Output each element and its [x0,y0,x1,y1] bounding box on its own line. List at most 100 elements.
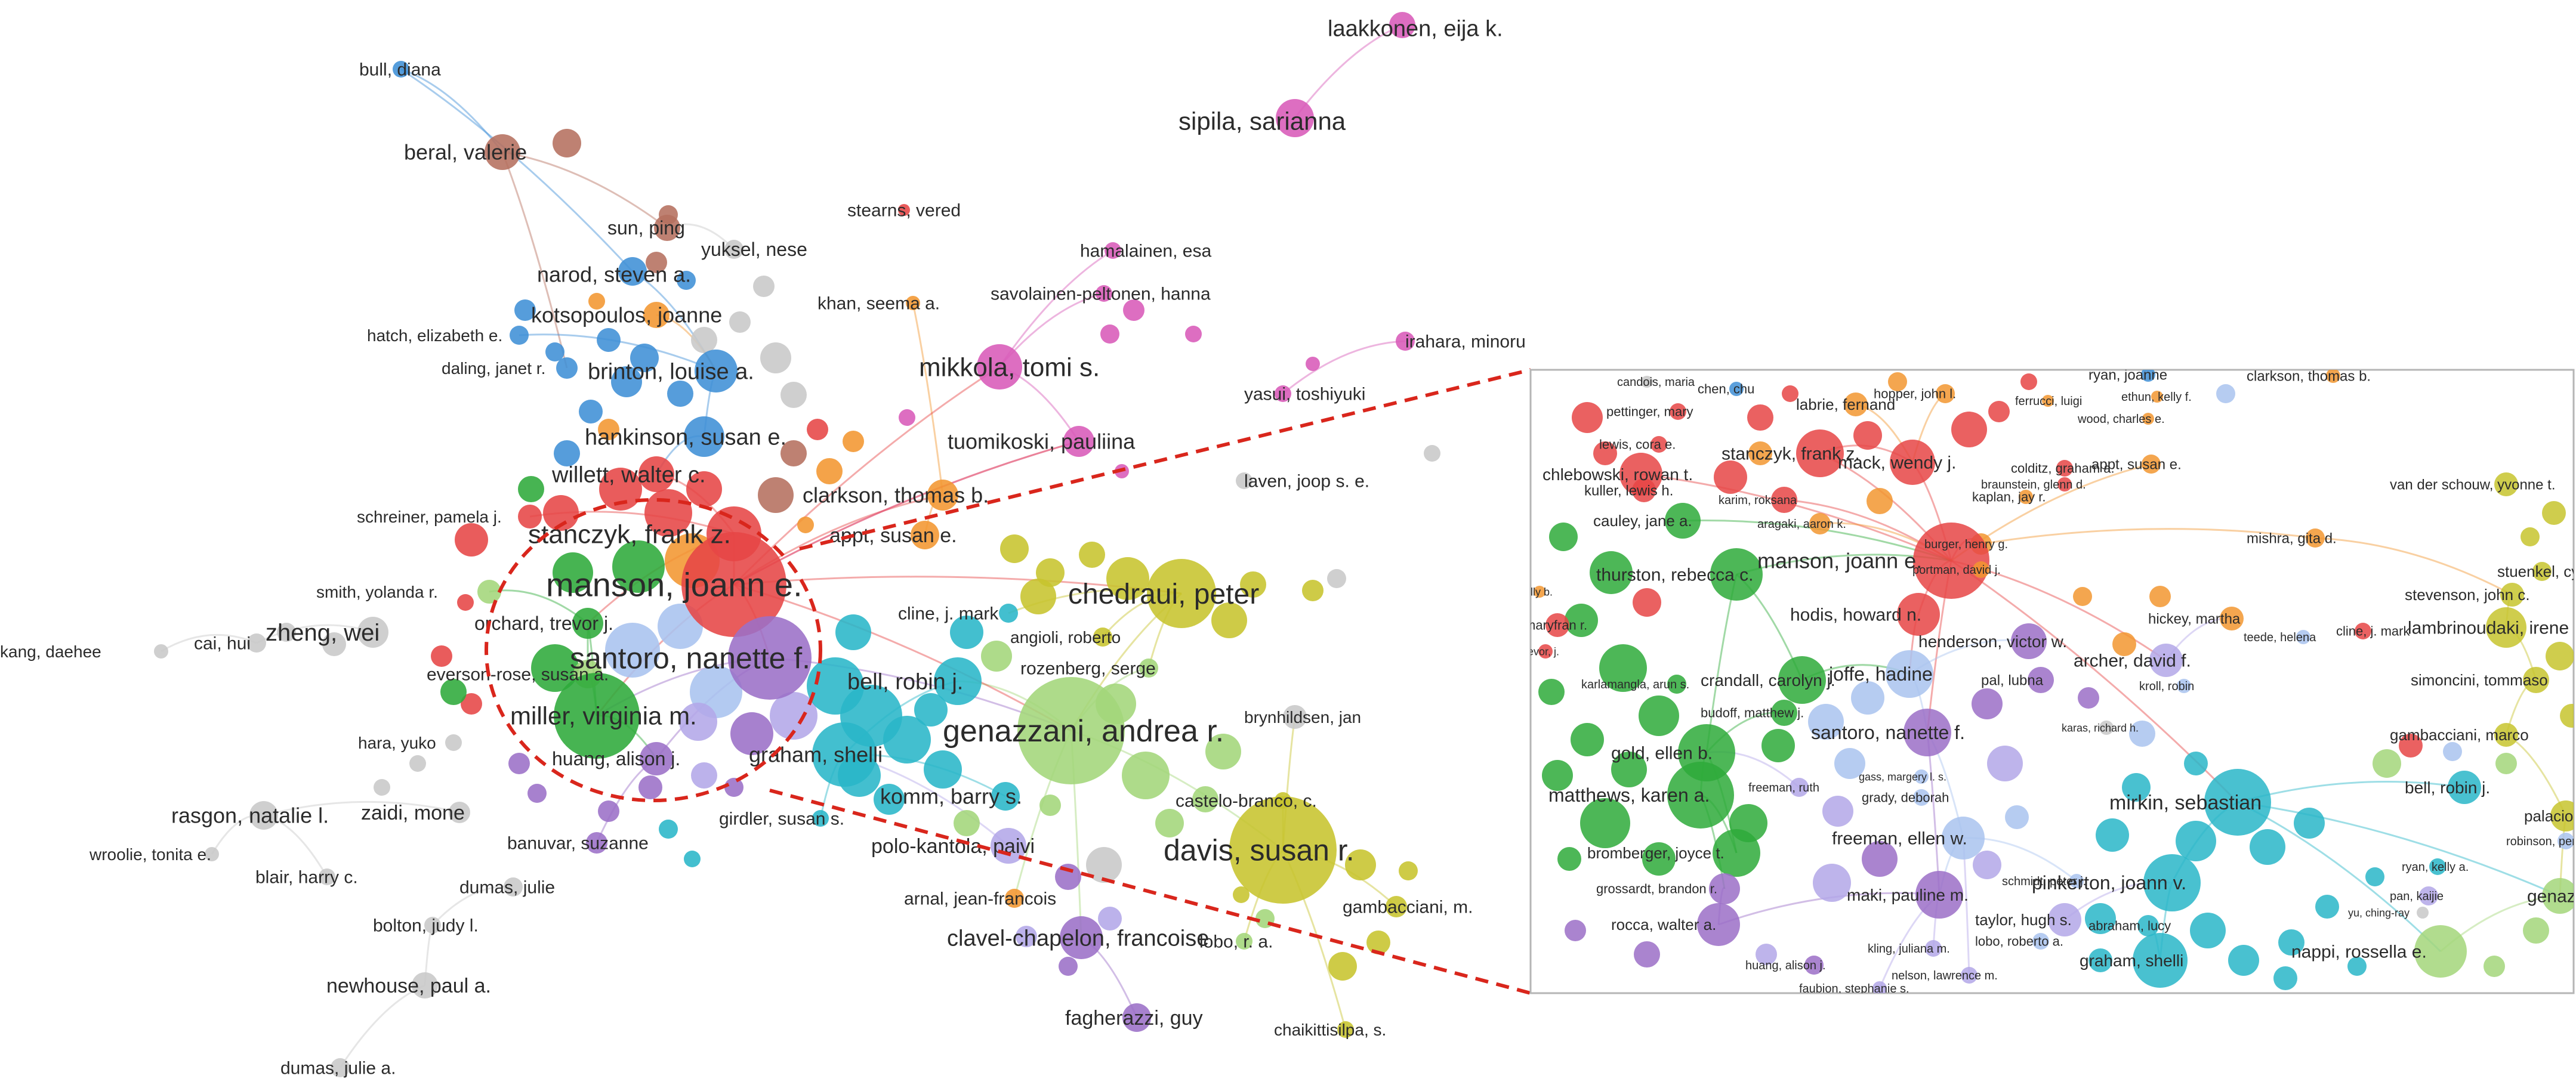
inset-label: hodis, howard n. [1790,605,1921,625]
main-link [1294,24,1403,119]
main-node [598,800,619,822]
main-node [686,471,722,507]
main-label: narod, steven a. [537,262,691,287]
main-node [455,523,488,557]
main-label: irahara, minoru [1405,332,1526,352]
main-node [331,1058,350,1077]
inset-label: hickey, martha [2148,611,2241,627]
main-node [449,802,470,823]
inset-node [2078,687,2099,709]
inset-node [2184,752,2208,775]
main-label: dumas, julie [459,878,555,898]
main-node [319,868,335,885]
main-node [807,419,828,440]
main-node [510,326,529,345]
inset-node [1571,723,1604,756]
main-node [1123,299,1144,321]
main-node [518,476,544,502]
inset-label: cline, j. mark [2336,624,2410,639]
inset-node [1853,421,1882,450]
inset-label: clarkson, thomas b. [2247,368,2371,384]
inset-node [1549,523,1578,551]
main-node [1328,952,1357,981]
main-node [543,495,579,531]
inset-label: abraham, lucy [2088,919,2171,933]
inset-node [2137,915,2159,936]
main-label: laven, joop s. e. [1244,472,1369,492]
inset-node [2560,704,2574,728]
main-node [508,753,530,774]
main-node [730,712,773,755]
inset-node [2005,805,2029,829]
inset-node [1747,404,1773,431]
inset-label: huang, alison j. [1745,959,1826,972]
inset-node [1572,402,1603,433]
inset-node [1634,941,1660,967]
inset-label: karim, roksana [1719,494,1797,507]
inset-node [1771,487,1797,513]
main-link [733,440,1079,586]
inset-node [2028,667,2054,693]
main-network-links [161,24,1406,1068]
inset-node [2149,586,2171,607]
inset-label: kroll, robin [2139,680,2194,693]
inset-label: ferrucci, luigi [2015,395,2082,408]
inset-node [1886,650,1933,698]
inset-label: joffe, hadine [1828,663,1933,685]
main-node [950,616,983,649]
inset-node [2296,630,2310,644]
inset-label: matthews, karen a. [1548,784,1710,806]
inset-node [1632,478,1656,502]
main-node [724,778,744,797]
inset-label: lobo, roberto a. [1975,934,2063,949]
main-link [400,68,634,273]
main-node [630,344,659,372]
main-node [999,604,1018,623]
main-node [1096,285,1112,302]
inset-node [2151,391,2163,403]
main-node [760,342,791,373]
inset-label: braunstein, glenn d. [1981,478,2086,492]
inset-node [1642,842,1676,876]
inset-label: yu, ching-ray [2348,907,2410,919]
main-link [998,249,1113,367]
main-node [1060,916,1103,959]
inset-node [1972,688,2003,719]
main-node [588,293,605,310]
inset-label: stanczyk, frank z. [1722,444,1860,464]
inset-label: burger, henry g. [1924,538,2008,551]
inset-label: palacios, santiago [2524,807,2576,825]
inset-node [1565,604,1598,637]
inset-node [2521,527,2540,546]
main-node [1283,705,1307,729]
inset-node [1888,372,1907,391]
main-node [906,296,920,310]
main-node [277,623,296,642]
main-node [553,552,593,593]
main-label: zaidi, mone [361,802,465,824]
main-node [927,480,958,511]
inset-node [2142,455,2161,474]
main-node [1276,99,1314,137]
inset-node [2228,945,2259,976]
main-label: rozenberg, serge [1020,659,1156,679]
inset-node [1538,644,1553,659]
main-label: beral, valerie [404,140,527,165]
main-label: hatch, elizabeth e. [367,326,502,345]
main-node [640,742,673,775]
inset-label: molly b. [1516,586,1553,598]
main-label: clavel-chapelon, francoise [947,926,1209,951]
inset-node [2020,373,2037,390]
main-node [659,820,678,839]
inset-node [2558,833,2574,849]
inset-label: gambacciani, marco [2390,726,2529,744]
main-node [1063,426,1094,457]
inset-label: pinkerton, joann v. [2032,872,2186,894]
main-node [412,972,438,999]
main-node [457,594,474,611]
main-label: schreiner, pamela j. [357,508,502,526]
main-node [618,257,647,286]
inset-node [1796,429,1844,477]
main-node [531,644,579,692]
main-label: zheng, wei [266,620,380,646]
